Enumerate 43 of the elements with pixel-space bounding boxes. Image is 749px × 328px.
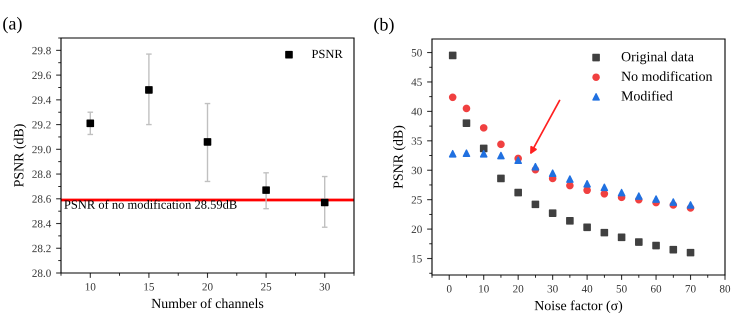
y-tick-label: 15: [412, 255, 422, 262]
legend-label: Original data: [622, 52, 694, 64]
y-tick-label: 29.6: [32, 72, 51, 80]
legend-label: PSNR: [312, 50, 343, 58]
y-tick-label: 28.0: [32, 269, 51, 278]
y-axis-title: PSNR (dB): [14, 124, 26, 187]
y-tick-label: 29.8: [32, 46, 51, 54]
y-tick-label: 29.4: [32, 96, 52, 104]
y-tick-label: 45: [411, 78, 422, 86]
x-tick-label: 50: [616, 285, 627, 293]
x-axis-title: Noise factor (σ): [534, 300, 622, 314]
x-tick-label: 20: [202, 283, 213, 291]
chart-title: (b): [374, 18, 394, 34]
x-tick-label: 70: [686, 285, 696, 293]
x-tick-label: 40: [582, 285, 592, 293]
x-tick-label: 60: [650, 285, 662, 293]
y-axis-title: PSNR (dB): [393, 126, 406, 188]
legend-label: Modified: [621, 90, 673, 101]
chart-title: (a): [3, 16, 22, 34]
x-tick-label: 15: [144, 283, 154, 291]
x-tick-label: 20: [513, 285, 524, 293]
y-tick-label: 25: [412, 196, 422, 204]
y-tick-label: 20: [412, 226, 422, 234]
x-tick-label: 25: [261, 283, 272, 291]
x-tick-label: 30: [548, 285, 558, 293]
x-axis-title: Number of channels: [152, 298, 264, 308]
y-tick-label: 28.8: [32, 170, 51, 178]
ref-line-label: PSNR of no modification 28.59dB: [64, 200, 237, 209]
x-tick-label: 80: [720, 285, 730, 293]
y-tick-label: 29.2: [32, 121, 51, 129]
y-tick-label: 40: [411, 108, 422, 116]
x-tick-label: 30: [320, 283, 330, 291]
x-tick-label: 10: [86, 283, 96, 291]
y-tick-label: 50: [412, 49, 422, 56]
y-tick-label: 35: [412, 137, 422, 145]
y-tick-label: 29.0: [32, 146, 51, 154]
x-tick-label: 0: [446, 285, 452, 293]
x-tick-label: 10: [479, 285, 489, 293]
y-tick-label: 30: [412, 166, 422, 174]
y-tick-label: 28.6: [32, 195, 51, 203]
y-tick-label: 28.2: [32, 244, 51, 252]
y-tick-label: 28.4: [32, 220, 52, 228]
legend-label: No modification: [621, 71, 712, 82]
